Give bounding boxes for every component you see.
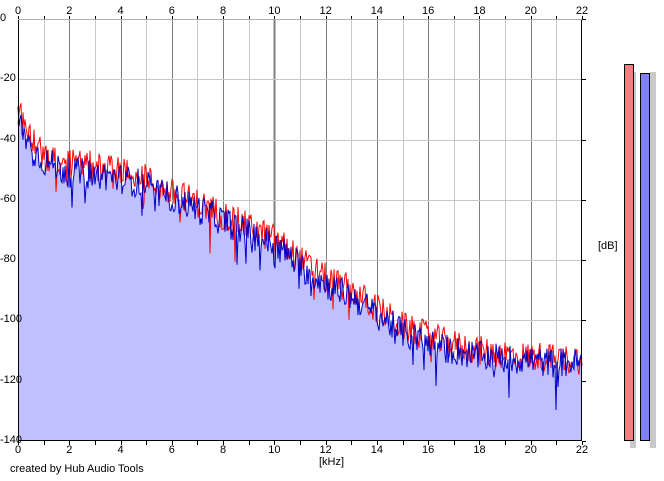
y-tick-label: -80	[0, 253, 16, 266]
y-tick-label: -40	[0, 132, 16, 145]
x-tick-label: 20	[524, 444, 537, 456]
x-axis-label: [kHz]	[319, 456, 345, 468]
y-tick-label: -140	[0, 434, 23, 446]
x-tick-label: 12	[319, 444, 332, 456]
level-meter-left	[624, 64, 634, 441]
x-tick-label: 16	[422, 444, 435, 456]
x-tick-label-top: 2	[66, 5, 73, 17]
x-tick-label-top: 16	[422, 5, 435, 17]
series-line-red	[17, 103, 583, 375]
x-tick-label: 14	[370, 444, 384, 456]
x-tick-label-top: 14	[370, 5, 384, 17]
x-tick-label-top: 22	[575, 5, 589, 17]
credit-text: created by Hub Audio Tools	[10, 463, 144, 475]
y-tick-label: -60	[0, 192, 16, 205]
x-tick-label-top: 12	[319, 5, 332, 17]
chart-series	[17, 103, 583, 441]
y-tick-label: -120	[0, 373, 23, 386]
y-tick-label: -20	[0, 72, 16, 85]
chart-frame	[18, 16, 586, 445]
x-tick-label-top: 6	[168, 5, 175, 17]
x-tick-label: 8	[220, 444, 227, 456]
x-tick-label: 2	[66, 444, 73, 456]
x-tick-label: 18	[473, 444, 486, 456]
y-tick-label: 0	[0, 12, 7, 24]
meter-right-shadow	[650, 72, 656, 448]
x-tick-label-top: 8	[220, 5, 227, 17]
y-axis-label: [dB]	[598, 240, 618, 252]
x-tick-label-top: 18	[473, 5, 486, 17]
x-tick-label: 22	[575, 444, 589, 456]
level-meter-right	[640, 73, 650, 441]
x-tick-label: 0	[14, 444, 22, 456]
spectrum-fill-area	[18, 106, 582, 441]
x-tick-label-top: 10	[268, 5, 281, 17]
x-tick-label-top: 4	[117, 5, 124, 17]
series-line-blue	[17, 106, 583, 411]
y-tick-label: -100	[0, 313, 23, 326]
x-tick-label-top: 0	[14, 5, 22, 17]
x-tick-label: 4	[117, 444, 124, 456]
x-tick-label: 10	[268, 444, 281, 456]
x-tick-label: 6	[168, 444, 175, 456]
x-tick-label-top: 20	[524, 5, 537, 17]
